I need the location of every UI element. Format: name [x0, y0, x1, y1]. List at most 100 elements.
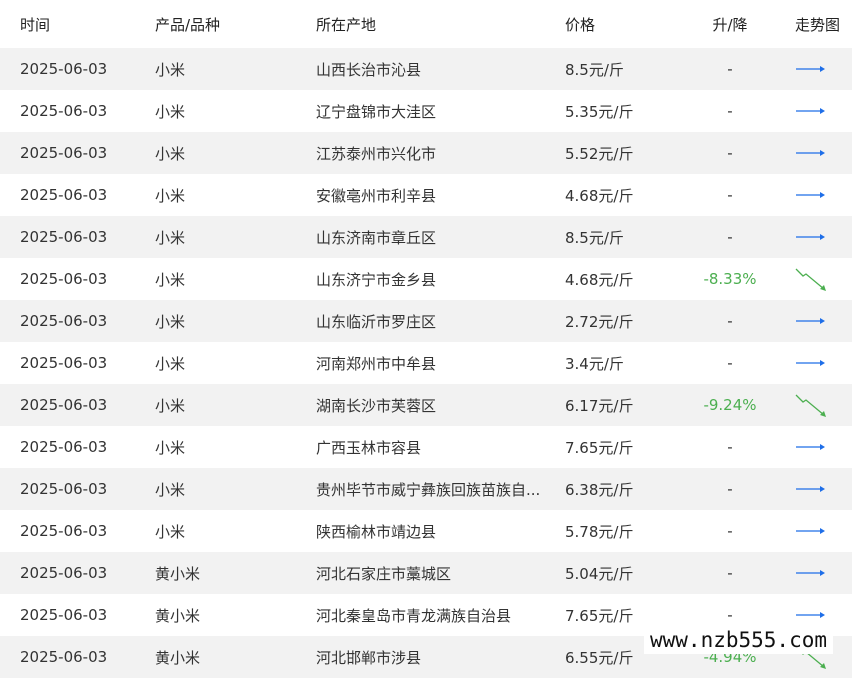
change-cell: -	[727, 312, 733, 330]
price-cell: 4.68元/斤	[565, 270, 634, 289]
trend-flat-icon[interactable]	[795, 308, 827, 334]
location-cell: 河北邯郸市涉县	[316, 648, 422, 667]
location-cell: 湖南长沙市芙蓉区	[316, 396, 437, 415]
change-cell: -	[727, 522, 733, 540]
product-cell: 小米	[155, 270, 186, 289]
trend-flat-icon[interactable]	[795, 560, 827, 586]
price-cell: 3.4元/斤	[565, 354, 624, 373]
product-cell: 小米	[155, 60, 186, 79]
time-cell: 2025-06-03	[20, 186, 108, 204]
watermark: www.nzb555.com	[644, 626, 834, 654]
header-change: 升/降	[712, 15, 748, 34]
time-cell: 2025-06-03	[20, 396, 108, 414]
trend-flat-icon[interactable]	[795, 434, 827, 460]
trend-flat-icon[interactable]	[795, 350, 827, 376]
location-cell: 贵州毕节市威宁彝族回族苗族自...	[316, 480, 541, 499]
price-cell: 6.17元/斤	[565, 396, 634, 415]
change-cell: -	[727, 606, 733, 624]
price-cell: 6.55元/斤	[565, 648, 634, 667]
product-cell: 小米	[155, 480, 186, 499]
time-cell: 2025-06-03	[20, 648, 108, 666]
price-cell: 8.5元/斤	[565, 228, 624, 247]
trend-flat-icon[interactable]	[795, 182, 827, 208]
time-cell: 2025-06-03	[20, 102, 108, 120]
time-cell: 2025-06-03	[20, 312, 108, 330]
time-cell: 2025-06-03	[20, 564, 108, 582]
price-cell: 5.04元/斤	[565, 564, 634, 583]
product-cell: 小米	[155, 438, 186, 457]
product-cell: 小米	[155, 228, 186, 247]
trend-down-icon[interactable]	[795, 392, 827, 418]
price-cell: 8.5元/斤	[565, 60, 624, 79]
table-row[interactable]: 2025-06-03 小米 贵州毕节市威宁彝族回族苗族自... 6.38元/斤 -	[0, 468, 852, 510]
change-cell: -	[727, 438, 733, 456]
change-cell: -	[727, 564, 733, 582]
table-row[interactable]: 2025-06-03 小米 辽宁盘锦市大洼区 5.35元/斤 -	[0, 90, 852, 132]
location-cell: 山东临沂市罗庄区	[316, 312, 437, 331]
table-row[interactable]: 2025-06-03 小米 陕西榆林市靖边县 5.78元/斤 -	[0, 510, 852, 552]
price-cell: 5.52元/斤	[565, 144, 634, 163]
product-cell: 黄小米	[155, 606, 201, 625]
trend-down-icon[interactable]	[795, 266, 827, 292]
product-cell: 小米	[155, 312, 186, 331]
trend-flat-icon[interactable]	[795, 140, 827, 166]
product-cell: 小米	[155, 186, 186, 205]
time-cell: 2025-06-03	[20, 228, 108, 246]
trend-flat-icon[interactable]	[795, 518, 827, 544]
trend-flat-icon[interactable]	[795, 98, 827, 124]
location-cell: 陕西榆林市靖边县	[316, 522, 437, 541]
change-cell: -	[727, 186, 733, 204]
product-cell: 小米	[155, 102, 186, 121]
trend-flat-icon[interactable]	[795, 56, 827, 82]
location-cell: 广西玉林市容县	[316, 438, 422, 457]
price-cell: 2.72元/斤	[565, 312, 634, 331]
price-cell: 6.38元/斤	[565, 480, 634, 499]
time-cell: 2025-06-03	[20, 270, 108, 288]
table-row[interactable]: 2025-06-03 小米 山西长治市沁县 8.5元/斤 -	[0, 48, 852, 90]
table-row[interactable]: 2025-06-03 小米 山东济宁市金乡县 4.68元/斤 -8.33%	[0, 258, 852, 300]
header-product: 产品/品种	[155, 15, 221, 34]
change-cell: -	[727, 228, 733, 246]
price-cell: 7.65元/斤	[565, 438, 634, 457]
price-cell: 4.68元/斤	[565, 186, 634, 205]
table-row[interactable]: 2025-06-03 小米 湖南长沙市芙蓉区 6.17元/斤 -9.24%	[0, 384, 852, 426]
change-cell: -	[727, 60, 733, 78]
table-row[interactable]: 2025-06-03 小米 山东济南市章丘区 8.5元/斤 -	[0, 216, 852, 258]
change-cell: -	[727, 354, 733, 372]
location-cell: 安徽亳州市利辛县	[316, 186, 437, 205]
time-cell: 2025-06-03	[20, 606, 108, 624]
table-row[interactable]: 2025-06-03 黄小米 河北石家庄市藁城区 5.04元/斤 -	[0, 552, 852, 594]
time-cell: 2025-06-03	[20, 60, 108, 78]
product-cell: 小米	[155, 522, 186, 541]
change-cell: -8.33%	[703, 270, 757, 288]
table-row[interactable]: 2025-06-03 小米 安徽亳州市利辛县 4.68元/斤 -	[0, 174, 852, 216]
change-cell: -9.24%	[703, 396, 757, 414]
table-row[interactable]: 2025-06-03 小米 广西玉林市容县 7.65元/斤 -	[0, 426, 852, 468]
price-cell: 7.65元/斤	[565, 606, 634, 625]
table-row[interactable]: 2025-06-03 小米 江苏泰州市兴化市 5.52元/斤 -	[0, 132, 852, 174]
time-cell: 2025-06-03	[20, 438, 108, 456]
change-cell: -	[727, 144, 733, 162]
product-cell: 黄小米	[155, 648, 201, 667]
header-location: 所在产地	[316, 15, 377, 34]
trend-flat-icon[interactable]	[795, 224, 827, 250]
location-cell: 山东济南市章丘区	[316, 228, 437, 247]
location-cell: 辽宁盘锦市大洼区	[316, 102, 437, 121]
table-row[interactable]: 2025-06-03 小米 河南郑州市中牟县 3.4元/斤 -	[0, 342, 852, 384]
table-body: 2025-06-03 小米 山西长治市沁县 8.5元/斤 -2025-06-03 小米 辽宁…	[0, 48, 852, 678]
location-cell: 河北秦皇岛市青龙满族自治县	[316, 606, 512, 625]
location-cell: 河北石家庄市藁城区	[316, 564, 452, 583]
product-cell: 小米	[155, 144, 186, 163]
table-row[interactable]: 2025-06-03 黄小米 河北秦皇岛市青龙满族自治县 7.65元/斤 -	[0, 594, 852, 636]
location-cell: 河南郑州市中牟县	[316, 354, 437, 373]
header-price: 价格	[565, 15, 596, 34]
time-cell: 2025-06-03	[20, 480, 108, 498]
table-header: 时间 产品/品种 所在产地 价格 升/降 走势图	[0, 0, 852, 48]
time-cell: 2025-06-03	[20, 144, 108, 162]
location-cell: 山西长治市沁县	[316, 60, 422, 79]
table-row[interactable]: 2025-06-03 小米 山东临沂市罗庄区 2.72元/斤 -	[0, 300, 852, 342]
time-cell: 2025-06-03	[20, 354, 108, 372]
trend-flat-icon[interactable]	[795, 602, 827, 628]
header-trend: 走势图	[795, 15, 841, 34]
trend-flat-icon[interactable]	[795, 476, 827, 502]
